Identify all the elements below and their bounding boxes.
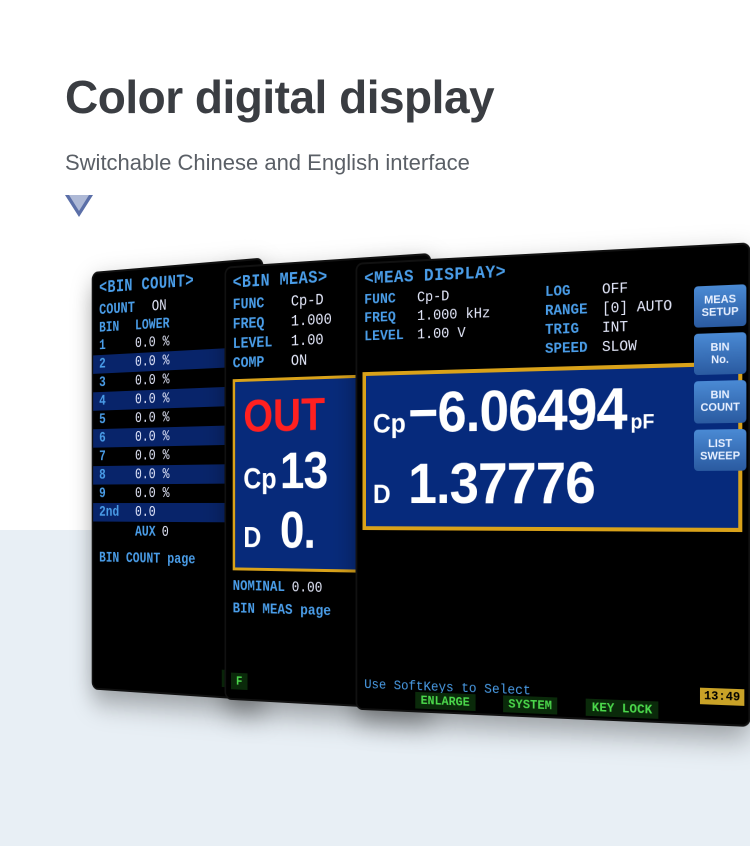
param-value: ON xyxy=(286,352,307,371)
bin-value: 0.0 % xyxy=(135,390,170,408)
param-value: Cp-D xyxy=(286,291,324,311)
clock: 13:49 xyxy=(700,688,744,706)
bin-index: 7 xyxy=(99,448,135,465)
d-symbol: D xyxy=(243,522,280,556)
cp-value: −6.06494 xyxy=(408,375,626,446)
aux-value: 0 xyxy=(162,524,169,541)
param-label: LEVEL xyxy=(364,327,413,345)
statusbar: Use SoftKeys to Select ENLARGESYSTEMKEY … xyxy=(357,675,748,725)
bin-value: 0.0 % xyxy=(135,447,170,464)
cp-symbol: Cp xyxy=(243,463,280,497)
status-button[interactable]: F xyxy=(231,673,247,690)
bin-value: 0.0 xyxy=(135,504,156,521)
softkeys-column: MEASSETUPBINNo. BINCOUNT LISTSWEEP xyxy=(694,284,746,477)
param-label: COMP xyxy=(233,353,286,373)
d-value: 0. xyxy=(280,501,315,561)
screen-meas-display: <MEAS DISPLAY> FUNCCp-DFREQ1.000 kHzLEVE… xyxy=(356,242,750,727)
param-value: 1.000 kHz xyxy=(413,305,490,325)
param-value: 1.000 xyxy=(286,311,332,331)
param-label: TRIG xyxy=(545,320,598,339)
bin-value: 0.0 % xyxy=(135,333,170,352)
param-value: [0] AUTO xyxy=(598,298,672,318)
bin-index: 4 xyxy=(99,392,135,410)
softkey-button[interactable]: LISTSWEEP xyxy=(694,429,746,471)
param-label: FREQ xyxy=(364,308,413,326)
aux-label: AUX xyxy=(135,524,162,541)
param-label: RANGE xyxy=(545,301,598,320)
d-value: 1.37776 xyxy=(408,449,595,517)
cp-value: 13 xyxy=(280,441,328,501)
param-label: FUNC xyxy=(233,293,286,314)
softkey-button[interactable]: BINNo. xyxy=(694,332,746,375)
bin-value: 0.0 % xyxy=(135,371,170,389)
cp-symbol: Cp xyxy=(373,408,408,440)
bin-index: 2nd xyxy=(99,504,135,521)
bin-index: 9 xyxy=(99,485,135,502)
param-label: FUNC xyxy=(364,290,413,309)
param-value: 1.00 xyxy=(286,331,324,351)
param-value: OFF xyxy=(598,280,628,299)
bin-column-header: BIN xyxy=(99,318,135,337)
param-label: LOG xyxy=(545,282,598,301)
param-label: FREQ xyxy=(233,313,286,333)
screens-stack: <BIN COUNT> COUNT ON BIN LOWER 10.0 %20.… xyxy=(65,265,705,745)
bin-value: 0.0 % xyxy=(135,428,170,446)
bin-value: 0.0 % xyxy=(135,352,170,371)
bin-index: 8 xyxy=(99,467,135,484)
status-button[interactable]: ENLARGE xyxy=(415,692,475,711)
bin-index: 3 xyxy=(99,373,135,391)
nominal-label: NOMINAL xyxy=(233,578,292,596)
param-value: SLOW xyxy=(598,338,637,356)
param-value: Cp-D xyxy=(413,288,449,306)
softkey-button[interactable]: BINCOUNT xyxy=(694,380,746,423)
bin-index: 5 xyxy=(99,410,135,428)
count-state: ON xyxy=(147,297,166,316)
bin-index: 2 xyxy=(99,354,135,372)
page-title: Color digital display xyxy=(65,70,494,124)
lower-column-header: LOWER xyxy=(135,315,170,334)
bin-index: 1 xyxy=(99,335,135,354)
param-value: 1.00 V xyxy=(413,325,465,344)
d-symbol: D xyxy=(373,479,408,510)
param-label: LEVEL xyxy=(233,333,286,353)
param-label: SPEED xyxy=(545,339,598,358)
cp-unit: pF xyxy=(627,411,655,435)
down-arrow-icon xyxy=(65,195,93,222)
bin-value: 0.0 % xyxy=(135,485,170,502)
status-button[interactable]: KEY LOCK xyxy=(586,699,658,719)
bin-value: 0.0 % xyxy=(135,466,170,483)
nominal-value: 0.00 xyxy=(292,579,323,597)
bin-value: 0.0 % xyxy=(135,409,170,427)
status-button[interactable]: SYSTEM xyxy=(503,695,558,714)
count-label: COUNT xyxy=(99,298,147,319)
param-value: INT xyxy=(598,319,628,337)
meas-readout-box: Cp −6.06494 pF D 1.37776 xyxy=(363,361,743,532)
softkey-button[interactable]: MEASSETUP xyxy=(694,284,746,328)
bin-index: 6 xyxy=(99,429,135,447)
page-subtitle: Switchable Chinese and English interface xyxy=(65,150,470,176)
